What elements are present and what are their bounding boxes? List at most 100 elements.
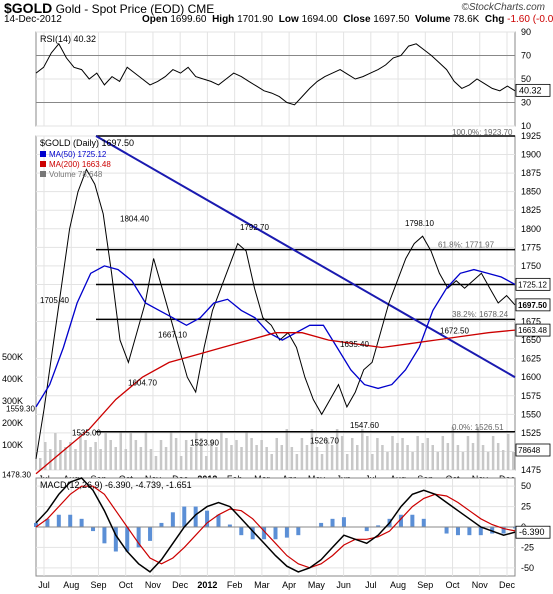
macd-x-label: Jul [365, 580, 377, 590]
volume-bar [174, 438, 178, 470]
volume-bar [481, 445, 485, 470]
macd-histogram-bar [467, 527, 472, 536]
macd-histogram-bar [513, 527, 517, 529]
rsi-tick-label: 70 [521, 51, 531, 61]
macd-histogram-bar [45, 518, 50, 527]
volume-axis-label: 200K [2, 418, 23, 428]
high-label: High [212, 14, 235, 25]
volume-bar [119, 431, 123, 470]
macd-histogram-bar [34, 522, 38, 527]
close-value: 1697.50 [373, 14, 410, 25]
macd-histogram-bar [205, 510, 210, 527]
volume-bar [371, 454, 374, 470]
price-annotation: 1547.60 [350, 421, 379, 430]
macd-histogram-bar [262, 527, 267, 540]
macd-tick-label: -50 [521, 563, 534, 573]
volume-bar [285, 429, 289, 470]
price-last-value-box [515, 323, 551, 337]
volume-bar [225, 438, 228, 470]
price-annotation: 1798.10 [405, 219, 434, 228]
macd-histogram-bar [159, 522, 164, 527]
volume-bar [159, 440, 163, 470]
price-annotation: 1604.70 [128, 379, 157, 388]
macd-tick-label: 50 [521, 481, 531, 491]
volume-bar [501, 450, 505, 470]
rsi-last-value-box [515, 83, 551, 97]
volume-bar [275, 438, 278, 470]
macd-tick-label: -25 [521, 542, 534, 552]
volume-bar [421, 443, 424, 470]
price-tick-label: 1600 [521, 372, 541, 382]
macd-last-value-box [515, 525, 551, 539]
open-value: 1699.60 [170, 14, 207, 25]
chg-label: Chg [484, 14, 505, 25]
price-last-value-box [515, 298, 551, 312]
volume-bar [154, 456, 158, 470]
price-tick-label: 1800 [521, 224, 541, 234]
price-annotation: 1526.70 [310, 437, 339, 446]
macd-histogram-bar [102, 527, 107, 544]
chart-date: 14-Dec-2012 [4, 14, 62, 25]
volume-bar [356, 445, 359, 470]
volume-bar [109, 440, 112, 470]
low-value: 1694.00 [301, 14, 338, 25]
volume-bar [235, 440, 238, 470]
volume-bar [446, 443, 450, 470]
ohlc-readout: Open 1699.60 High 1701.90 Low 1694.00 Cl… [142, 14, 553, 25]
rsi-last-value: 40.32 [519, 85, 542, 95]
volume-bar [210, 440, 213, 470]
volume-bar [169, 431, 173, 470]
macd-x-label: Dec [499, 580, 516, 590]
volume-bar [84, 440, 87, 470]
instrument-name: Gold - Spot Price (EOD) [55, 2, 185, 16]
volume-bar [486, 452, 490, 470]
volume-bar [461, 452, 465, 470]
volume-bar [456, 445, 460, 470]
volume-bar [396, 443, 399, 470]
volume-bar [280, 445, 284, 470]
legend-label: MA(200) 1663.48 [49, 160, 111, 169]
close-label: Close [343, 14, 371, 25]
price-annotation: 1705.40 [40, 296, 69, 305]
macd-x-label: Jul [38, 580, 50, 590]
volume-bar [89, 447, 92, 470]
volume-bar [295, 454, 299, 470]
volume-bar [315, 447, 319, 470]
volume-bar [149, 449, 153, 470]
chg-value: -1.60 (-0.09%) [507, 14, 553, 25]
volume-bar [144, 431, 148, 470]
macd-histogram-bar [296, 527, 301, 536]
volume-value: 78.6K [453, 14, 480, 25]
volume-bar [325, 438, 329, 470]
price-tick-label: 1625 [521, 354, 541, 364]
macd-histogram-bar [148, 527, 153, 541]
volume-bar [451, 427, 455, 470]
open-label: Open [142, 14, 168, 25]
macd-histogram-bar [136, 527, 141, 548]
volume-bar [491, 436, 495, 470]
volume-bar [39, 458, 42, 470]
rsi-tick-label: 50 [521, 74, 531, 84]
symbol: $GOLD [4, 0, 53, 16]
price-annotation: 1672.50 [440, 326, 469, 335]
volume-bar [340, 436, 344, 470]
macd-x-label: May [308, 580, 326, 590]
macd-histogram-bar [216, 514, 221, 527]
volume-bar [79, 433, 82, 470]
macd-histogram-bar [444, 527, 449, 534]
rsi-line [35, 42, 516, 106]
trend-line [95, 135, 516, 379]
volume-bar [129, 433, 133, 470]
volume-bar [310, 429, 314, 470]
macd-histogram-bar [364, 527, 369, 532]
macd-histogram-bar [284, 527, 289, 538]
price-last-value-box [515, 277, 551, 291]
macd-x-label: Aug [63, 580, 79, 590]
macd-x-label: Dec [172, 580, 189, 590]
macd-x-label: Sep [417, 580, 433, 590]
volume-bar [134, 440, 138, 470]
low-label: Low [278, 14, 299, 25]
price-last-value-box [515, 443, 551, 457]
macd-x-label: Oct [446, 580, 461, 590]
volume-bar [104, 433, 107, 470]
